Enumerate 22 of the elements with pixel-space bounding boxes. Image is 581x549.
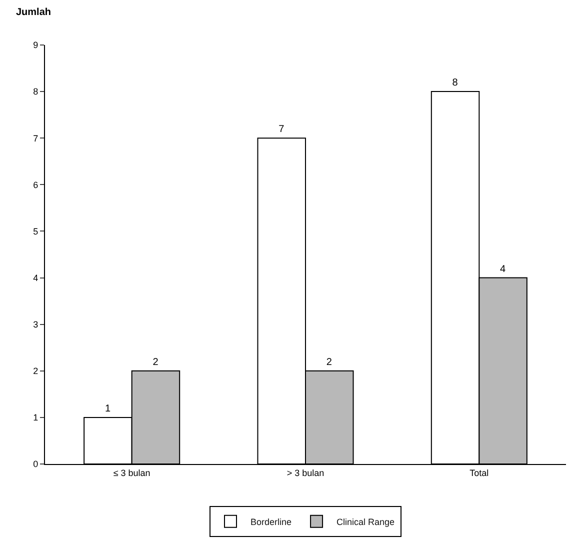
data-label: 2	[326, 356, 332, 368]
y-tick-label: 5	[33, 226, 38, 236]
y-tick-label: 8	[33, 86, 38, 97]
y-axis-title: Jumlah	[16, 7, 52, 18]
data-label: 4	[500, 264, 506, 275]
y-tick-label: 7	[33, 133, 38, 144]
x-tick-label: Total	[470, 468, 489, 478]
x-tick-label: > 3 bulan	[286, 468, 324, 478]
x-tick-label: ≤ 3 bulan	[113, 468, 150, 478]
data-label: 7	[278, 124, 285, 136]
y-tick-label: 6	[33, 180, 38, 190]
legend-label: Clinical Range	[336, 516, 395, 527]
y-tick-label: 0	[33, 459, 38, 470]
y-tick-label: 3	[33, 319, 38, 330]
y-tick-label: 1	[33, 412, 38, 423]
y-tick-label: 2	[33, 366, 38, 376]
data-label: 2	[152, 356, 159, 368]
data-label: 8	[452, 78, 458, 89]
data-label: 1	[104, 403, 111, 414]
y-tick-label: 4	[33, 272, 38, 283]
legend-label: Borderline	[250, 516, 292, 527]
y-tick-label: 9	[33, 40, 38, 50]
